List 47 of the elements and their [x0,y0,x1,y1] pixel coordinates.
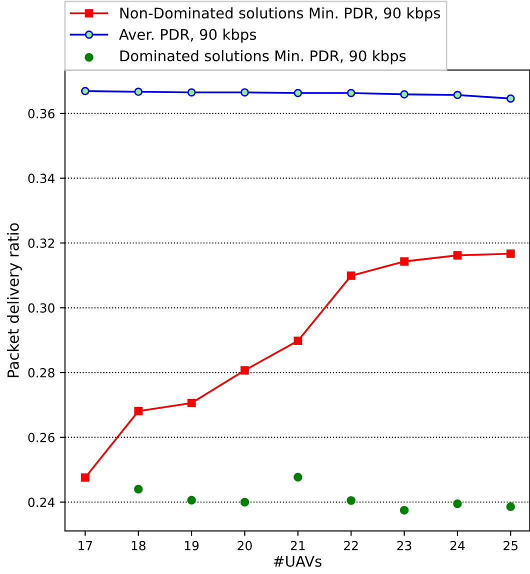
point [240,366,249,374]
point [294,88,302,98]
point [506,94,515,103]
point [81,86,90,96]
y-tick-label: 0.32 [28,238,54,248]
point [400,257,408,266]
point [346,496,356,505]
point [453,90,462,100]
point [346,88,356,98]
point [294,336,302,345]
x-tick-label: 25 [504,540,518,550]
y-tick-label: 0.24 [28,498,55,508]
point [187,88,196,97]
point [346,272,356,280]
x-tick-label: 23 [397,540,412,550]
legend-label: Non-Dominated solutions Min. PDR, 90 kbps [120,7,440,22]
point [453,251,462,260]
y-tick-label: 0.28 [28,368,54,378]
x-tick-label: 17 [78,541,92,550]
x-tick-label: 21 [290,540,305,550]
point [400,90,408,98]
point [506,250,515,258]
point [453,499,462,508]
point [400,506,409,515]
y-tick-label: 0.30 [28,303,54,313]
x-tick-label: 18 [132,540,146,550]
y-axis-title: Packet delivery ratio [7,223,22,378]
x-axis-title: #UAVs [274,556,322,567]
point [134,88,143,96]
point [294,472,302,482]
point [134,406,143,416]
legend-label: Dominated solutions Min. PDR, 90 kbps [120,50,406,64]
point [506,502,516,512]
point [134,484,143,494]
x-tick-label: 20 [238,540,252,550]
y-tick-label: 0.34 [28,174,55,184]
point [240,88,249,97]
y-tick-label: 0.26 [28,432,54,442]
point [240,498,250,506]
legend-label: Aver. PDR, 90 kbps [119,28,256,43]
y-tick-label: 0.36 [28,108,54,118]
x-tick-label: 22 [344,540,358,550]
point [187,496,196,505]
point [81,473,90,482]
x-tick-label: 19 [184,540,199,550]
point [187,398,196,408]
x-tick-label: 24 [450,540,465,550]
